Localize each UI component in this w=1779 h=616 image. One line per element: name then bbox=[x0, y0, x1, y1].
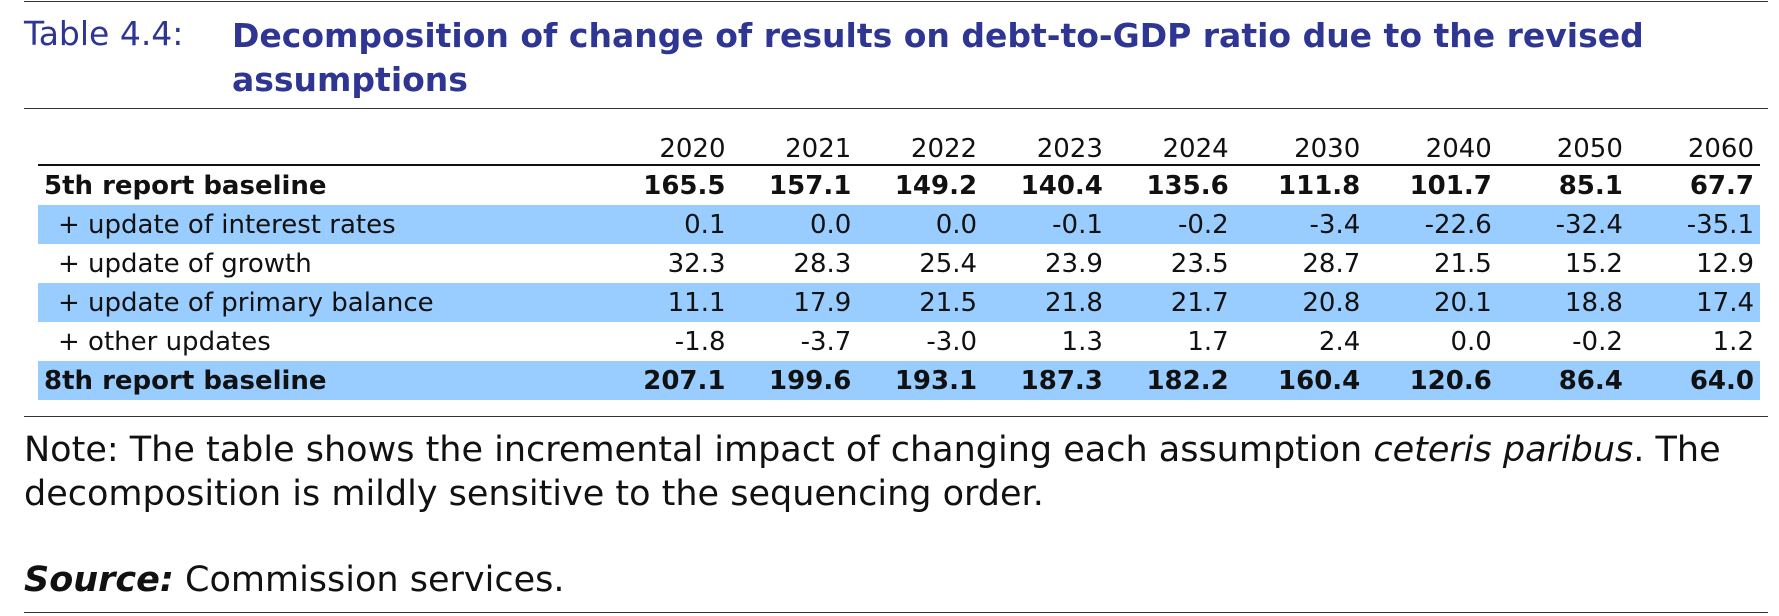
cell-value: 12.9 bbox=[1696, 248, 1754, 279]
cell-value: 23.9 bbox=[1045, 248, 1103, 279]
cell-value: 28.3 bbox=[793, 248, 852, 279]
row-label: 5th report baseline bbox=[44, 170, 327, 201]
table-bottom-rule bbox=[24, 416, 1768, 417]
cell-value: -0.1 bbox=[983, 205, 1109, 244]
cell-value: 18.8 bbox=[1497, 283, 1629, 322]
note-emphasis: ceteris paribus bbox=[1373, 430, 1634, 470]
table-title: Decomposition of change of results on de… bbox=[232, 16, 1644, 99]
cell-value: -32.4 bbox=[1497, 205, 1629, 244]
cell-value: -1.8 bbox=[674, 326, 726, 357]
cell-value: 25.4 bbox=[919, 248, 978, 279]
cell-value: 199.6 bbox=[731, 361, 858, 400]
cell-value: 21.8 bbox=[983, 283, 1109, 322]
cell-value: -22.6 bbox=[1366, 205, 1498, 244]
cell-value: -0.2 bbox=[1108, 205, 1235, 244]
row-label: + other updates bbox=[58, 326, 271, 357]
bottom-rule bbox=[24, 612, 1768, 613]
cell-value: 1.7 bbox=[1187, 326, 1229, 357]
cell-value: 0.0 bbox=[731, 205, 858, 244]
row-label: + update of interest rates bbox=[38, 205, 606, 244]
decomposition-table: 2020 2021 2022 2023 2024 2030 2040 2050 … bbox=[38, 124, 1760, 400]
cell-value: 182.2 bbox=[1108, 361, 1235, 400]
cell-value: 20.1 bbox=[1366, 283, 1498, 322]
cell-value: 32.3 bbox=[667, 248, 726, 279]
cell-value: 160.4 bbox=[1234, 361, 1367, 400]
header-blank bbox=[38, 124, 606, 165]
cell-value: 2.4 bbox=[1318, 326, 1361, 357]
cell-value: 0.1 bbox=[605, 205, 732, 244]
cell-value: -3.4 bbox=[1234, 205, 1367, 244]
cell-value: 120.6 bbox=[1366, 361, 1498, 400]
cell-value: -35.1 bbox=[1628, 205, 1760, 244]
table-row: + other updates -1.8 -3.7 -3.0 1.3 1.7 2… bbox=[38, 322, 1760, 361]
header-year: 2024 bbox=[1162, 134, 1229, 164]
header-year: 2022 bbox=[910, 134, 978, 164]
cell-value: 28.7 bbox=[1302, 248, 1361, 279]
source-text: Commission services. bbox=[173, 560, 565, 600]
cell-value: 23.5 bbox=[1170, 248, 1229, 279]
header-year: 2030 bbox=[1294, 134, 1361, 164]
cell-value: 187.3 bbox=[983, 361, 1109, 400]
cell-value: 0.0 bbox=[1450, 326, 1492, 357]
cell-value: 67.7 bbox=[1689, 170, 1754, 201]
source-label: Source: bbox=[24, 560, 174, 600]
cell-value: 86.4 bbox=[1497, 361, 1629, 400]
cell-value: 193.1 bbox=[857, 361, 984, 400]
cell-value: 20.8 bbox=[1234, 283, 1367, 322]
table-row: + update of interest rates 0.1 0.0 0.0 -… bbox=[38, 205, 1760, 244]
cell-value: 85.1 bbox=[1558, 170, 1623, 201]
cell-value: 21.5 bbox=[1433, 248, 1492, 279]
cell-value: 21.7 bbox=[1108, 283, 1235, 322]
table-row: 8th report baseline 207.1 199.6 193.1 18… bbox=[38, 361, 1760, 400]
cell-value: 149.2 bbox=[894, 170, 978, 201]
cell-value: 64.0 bbox=[1628, 361, 1760, 400]
cell-value: 111.8 bbox=[1278, 170, 1361, 201]
cell-value: -3.7 bbox=[800, 326, 852, 357]
header-year: 2023 bbox=[1036, 134, 1103, 164]
table-row: 5th report baseline 165.5 157.1 149.2 14… bbox=[38, 165, 1760, 205]
table-row: + update of growth 32.3 28.3 25.4 23.9 2… bbox=[38, 244, 1760, 283]
header-year: 2020 bbox=[659, 134, 726, 164]
cell-value: 165.5 bbox=[643, 170, 726, 201]
cell-value: 157.1 bbox=[769, 170, 852, 201]
table-source: Source: Commission services. bbox=[24, 560, 564, 600]
header-year: 2040 bbox=[1425, 134, 1492, 164]
cell-value: 11.1 bbox=[605, 283, 732, 322]
table-row: + update of primary balance 11.1 17.9 21… bbox=[38, 283, 1760, 322]
table-note: Note: The table shows the incremental im… bbox=[24, 428, 1768, 516]
title-rule bbox=[24, 108, 1768, 109]
table-box: Table 4.4: Decomposition of change of re… bbox=[24, 0, 1768, 616]
cell-value: 207.1 bbox=[605, 361, 732, 400]
header-row: 2020 2021 2022 2023 2024 2030 2040 2050 … bbox=[38, 124, 1760, 165]
note-text: Note: The table shows the incremental im… bbox=[24, 430, 1374, 470]
note-text-end: . The decomposition is mildly sensitive … bbox=[24, 430, 1721, 514]
cell-value: 101.7 bbox=[1409, 170, 1492, 201]
cell-value: -0.2 bbox=[1572, 326, 1623, 357]
cell-value: 135.6 bbox=[1146, 170, 1229, 201]
cell-value: 1.2 bbox=[1712, 326, 1754, 357]
cell-value: 1.3 bbox=[1061, 326, 1103, 357]
header-year: 2050 bbox=[1556, 134, 1623, 164]
cell-value: -3.0 bbox=[926, 326, 978, 357]
table-number: Table 4.4: bbox=[24, 14, 184, 53]
cell-value: 17.4 bbox=[1628, 283, 1760, 322]
row-label: + update of growth bbox=[58, 248, 312, 279]
cell-value: 17.9 bbox=[731, 283, 858, 322]
top-rule bbox=[24, 1, 1768, 2]
row-label: + update of primary balance bbox=[38, 283, 606, 322]
header-year: 2021 bbox=[785, 134, 852, 164]
cell-value: 0.0 bbox=[857, 205, 984, 244]
cell-value: 15.2 bbox=[1564, 248, 1623, 279]
header-year: 2060 bbox=[1687, 134, 1754, 164]
row-label: 8th report baseline bbox=[38, 361, 606, 400]
cell-value: 140.4 bbox=[1020, 170, 1103, 201]
cell-value: 21.5 bbox=[857, 283, 984, 322]
